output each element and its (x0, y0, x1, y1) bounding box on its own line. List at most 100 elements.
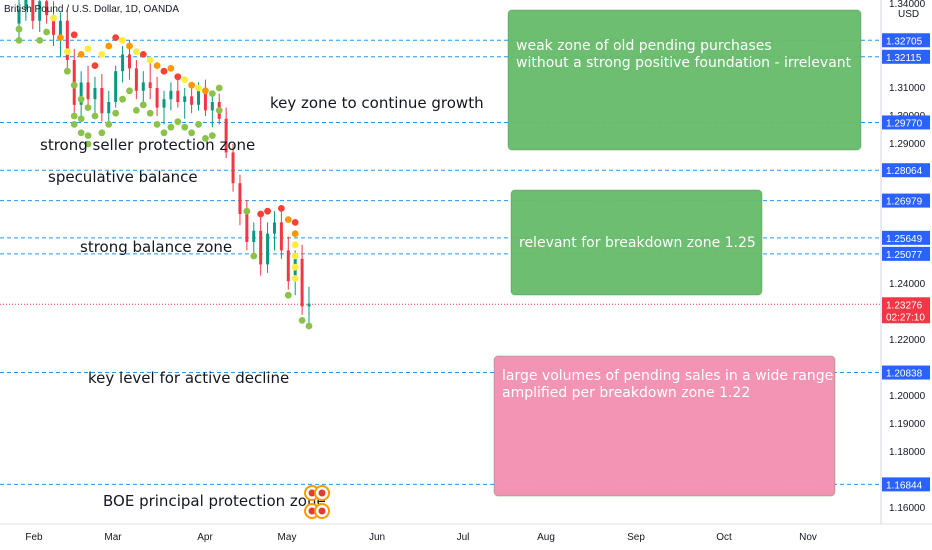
price-tick-label: 1.16000 (889, 503, 926, 514)
candle-body (162, 99, 166, 108)
candle-body (183, 96, 187, 102)
indicator-dot (91, 112, 99, 120)
level-badge-label: 1.16844 (886, 480, 923, 491)
indicator-dot (126, 42, 133, 50)
indicator-dot (77, 129, 85, 137)
level-badge-label: 1.28064 (886, 166, 923, 177)
zone-box-text: relevant for breakdown zone 1.25 (519, 235, 756, 251)
indicator-dot (181, 76, 189, 83)
candle-body (93, 88, 97, 100)
indicator-dot (215, 84, 223, 92)
zone-box[interactable] (507, 9, 862, 151)
time-tick-label: Apr (197, 532, 213, 543)
candle-body (252, 230, 256, 242)
time-axis[interactable]: Feb Mar Apr May Jun Jul Aug Sep Oct Nov (25, 532, 817, 543)
indicator-dot (291, 252, 299, 260)
candle-body (245, 214, 249, 242)
candle-body (231, 152, 235, 184)
indicator-dot (63, 67, 71, 75)
indicator-dot (291, 230, 299, 238)
candle-body (210, 102, 214, 111)
countdown-label: 02:27:10 (886, 312, 925, 323)
event-flag-center (308, 507, 316, 515)
time-tick-label: Oct (716, 532, 732, 543)
indicator-dot (50, 14, 57, 22)
time-tick-label: Jun (369, 532, 385, 543)
indicator-dots (15, 14, 313, 330)
indicator-dot (160, 129, 168, 137)
news-event-markers[interactable] (304, 485, 330, 519)
indicator-dot (15, 37, 23, 44)
candle-body (176, 90, 180, 102)
currency-label: USD (898, 9, 919, 20)
indicator-dot (188, 129, 196, 137)
price-tick-label: 1.18000 (889, 447, 926, 458)
indicator-dot (57, 34, 64, 41)
candle-body (279, 222, 283, 251)
current-price-label: 1.23276 (886, 300, 923, 311)
zone-box[interactable] (493, 355, 836, 497)
indicator-dot (195, 121, 202, 128)
candle-body (58, 20, 62, 35)
candle-body (134, 68, 138, 91)
price-axis[interactable]: 1.340001.310001.300001.290001.240001.220… (882, 0, 930, 514)
level-badge (882, 33, 930, 48)
zone-box-text: large volumes of pending sales in a wide… (502, 368, 833, 384)
indicator-dot (284, 291, 292, 299)
candle-body (45, 1, 49, 16)
indicator-dot (298, 317, 306, 324)
indicator-dot (257, 210, 265, 218)
indicator-dot (284, 216, 292, 224)
indicator-dot (160, 67, 168, 75)
annotations: key zone to continue growth strong seller… (40, 94, 484, 510)
indicator-dot (77, 51, 85, 58)
indicator-dot (277, 205, 285, 212)
indicator-dot (153, 121, 161, 128)
price-tick-label: 1.19000 (889, 419, 926, 430)
zone-box-text: weak zone of old pending purchases (516, 38, 772, 54)
indicator-dot (119, 37, 126, 44)
indicator-dot (305, 322, 313, 330)
time-tick-label: Mar (104, 532, 122, 543)
time-tick-label: May (278, 532, 297, 543)
event-flag-center (318, 489, 326, 497)
candle-body (114, 71, 118, 102)
indicator-dot (63, 48, 71, 55)
annotation-label: BOE principal protection zone (103, 492, 326, 510)
candle-body (203, 90, 207, 111)
indicator-dot (77, 95, 85, 103)
indicator-dot (70, 121, 78, 128)
candle-body (141, 82, 145, 91)
indicator-dot (70, 81, 78, 89)
level-badge (882, 163, 930, 178)
candle-body (148, 82, 152, 88)
candle-body (197, 90, 201, 105)
indicator-dot (98, 129, 106, 137)
candle-body (272, 222, 276, 234)
indicator-dot (243, 207, 251, 215)
indicator-dot (174, 118, 182, 125)
annotation-label: strong balance zone (80, 238, 232, 256)
indicator-dot (202, 87, 209, 95)
indicator-dot (167, 65, 175, 72)
zone-box-text: amplified per breakdown zone 1.22 (502, 385, 750, 401)
level-badge (882, 230, 930, 245)
indicator-dot (139, 51, 147, 58)
indicator-dot (84, 132, 92, 140)
indicator-dot (291, 219, 299, 226)
candle-body (52, 15, 56, 35)
level-badge-label: 1.25077 (886, 250, 923, 261)
time-tick-label: Feb (25, 532, 43, 543)
indicator-dot (139, 101, 147, 109)
level-badge (882, 365, 930, 380)
zone-box[interactable] (510, 189, 763, 296)
indicator-dot (70, 31, 78, 39)
candle-body (24, 0, 28, 10)
candle-body (190, 96, 194, 105)
indicator-dot (70, 112, 78, 120)
annotation-label: strong seller protection zone (40, 136, 255, 154)
annotation-label: key zone to continue growth (270, 94, 484, 112)
price-tick-label: 1.34000 (889, 0, 926, 10)
price-tick-label: 1.24000 (889, 279, 926, 290)
